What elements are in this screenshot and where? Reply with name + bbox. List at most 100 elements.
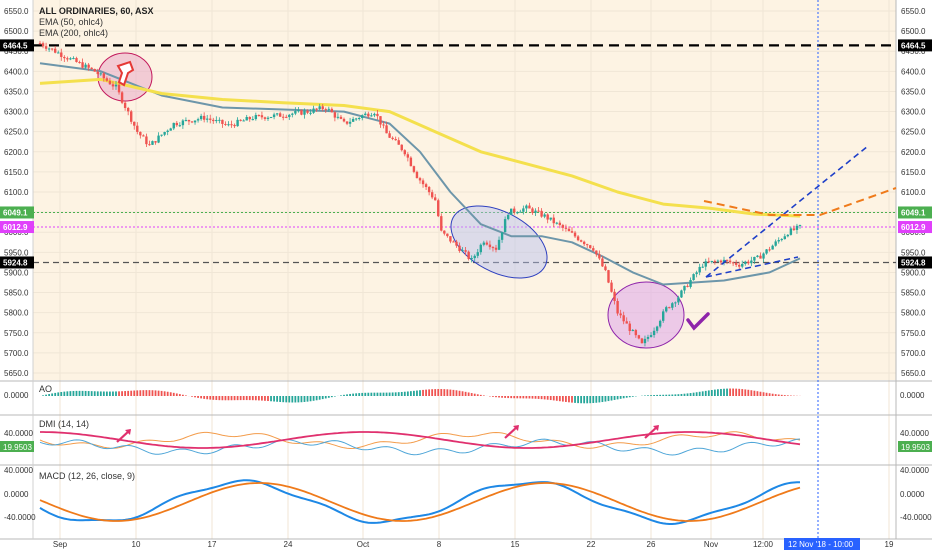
price-tick-right: 6550.0: [901, 7, 926, 16]
candle-body: [196, 119, 200, 121]
candle-body: [202, 115, 206, 120]
candle-body: [376, 113, 379, 117]
candle-body: [245, 117, 248, 121]
candle-body: [379, 116, 382, 125]
price-tick-left: 6350.0: [4, 87, 29, 96]
candle-body: [762, 253, 765, 259]
ellipse-low: [607, 281, 685, 349]
candle-body: [81, 62, 84, 68]
candle-body: [373, 113, 376, 116]
candle-body: [716, 260, 720, 262]
price-tick-right: 5750.0: [901, 329, 926, 338]
candle-body: [218, 119, 221, 121]
candle-body: [120, 92, 124, 103]
candle-body: [370, 115, 373, 117]
candle-body: [589, 245, 592, 249]
candle-body: [93, 68, 96, 72]
price-tick-left: 6550.0: [4, 7, 29, 16]
candle-body: [278, 113, 282, 117]
candle-body: [87, 64, 90, 68]
candle-body: [254, 115, 258, 120]
candle-body: [449, 236, 452, 242]
candle-body: [114, 84, 118, 87]
candlesticks: [38, 40, 802, 347]
candle-body: [798, 225, 802, 227]
candle-body: [525, 205, 528, 209]
dmi-badge-left: [0, 441, 34, 452]
time-label-11: 19: [885, 540, 894, 549]
candle-body: [452, 241, 455, 243]
time-label-2: 17: [208, 540, 217, 549]
candle-body: [99, 73, 102, 75]
candle-body: [464, 250, 467, 252]
candle-body: [108, 80, 112, 85]
candle-body: [391, 137, 394, 139]
time-label-10: 12:00: [753, 540, 774, 549]
macd-axis-top-right: 40.0000: [900, 466, 929, 475]
price-tick-right: 5850.0: [901, 289, 926, 298]
candle-body: [470, 258, 473, 260]
candle-body: [382, 124, 385, 126]
candle-body: [549, 217, 552, 220]
candle-body: [318, 106, 321, 110]
candle-body: [199, 115, 203, 120]
candle-body: [154, 141, 157, 143]
candle-body: [330, 108, 334, 113]
candle-body: [230, 124, 233, 126]
candle-body: [364, 113, 367, 116]
candle-body: [415, 171, 419, 179]
ao-pane[interactable]: [33, 382, 896, 414]
candle-body: [117, 84, 121, 93]
candle-body: [102, 73, 106, 79]
candle-body: [257, 115, 261, 117]
candle-body: [573, 232, 577, 237]
candle-body: [604, 266, 607, 271]
candle-body: [437, 200, 440, 217]
candle-body: [707, 261, 710, 263]
price-pane[interactable]: [33, 0, 896, 380]
price-tick-left: 5650.0: [4, 369, 29, 378]
badge-right-text-1: 6049.1: [901, 208, 926, 217]
candle-body: [795, 225, 799, 230]
candle-body: [443, 230, 446, 234]
candle-body: [613, 291, 616, 301]
candle-body: [561, 225, 565, 228]
candle-body: [750, 260, 753, 264]
candle-body: [540, 210, 543, 217]
candle-body: [461, 250, 464, 252]
candle-body: [342, 118, 346, 122]
candle-body: [728, 260, 732, 263]
candle-body: [625, 321, 628, 324]
candle-body: [506, 214, 510, 220]
candle-body: [111, 84, 115, 87]
candle-body: [136, 125, 139, 132]
price-tick-left: 5700.0: [4, 349, 29, 358]
candle-body: [607, 270, 610, 283]
candle-body: [239, 119, 242, 121]
candle-body: [519, 211, 522, 213]
badge-left-text-3: 5924.8: [3, 258, 28, 267]
candle-body: [552, 217, 555, 224]
price-tick-right: 5650.0: [901, 369, 926, 378]
candle-body: [348, 121, 352, 124]
macd-axis-low-left: -40.0000: [4, 513, 36, 522]
candle-body: [534, 210, 537, 213]
candle-body: [297, 110, 300, 112]
candle-body: [148, 144, 151, 146]
candle-body: [789, 228, 793, 235]
candle-body: [248, 117, 251, 120]
macd-legend: MACD (12, 26, close, 9): [39, 471, 135, 481]
price-tick-left: 6500.0: [4, 27, 29, 36]
candle-body: [476, 252, 479, 256]
candle-body: [485, 242, 489, 245]
candle-body: [522, 208, 525, 212]
macd-pane[interactable]: [33, 466, 896, 538]
candle-body: [689, 280, 692, 287]
candle-body: [282, 116, 285, 118]
candle-body: [221, 119, 224, 124]
price-tick-left: 6250.0: [4, 128, 29, 137]
candle-body: [497, 239, 501, 250]
badge-left-text-0: 6464.5: [3, 41, 28, 50]
candle-body: [54, 48, 57, 53]
